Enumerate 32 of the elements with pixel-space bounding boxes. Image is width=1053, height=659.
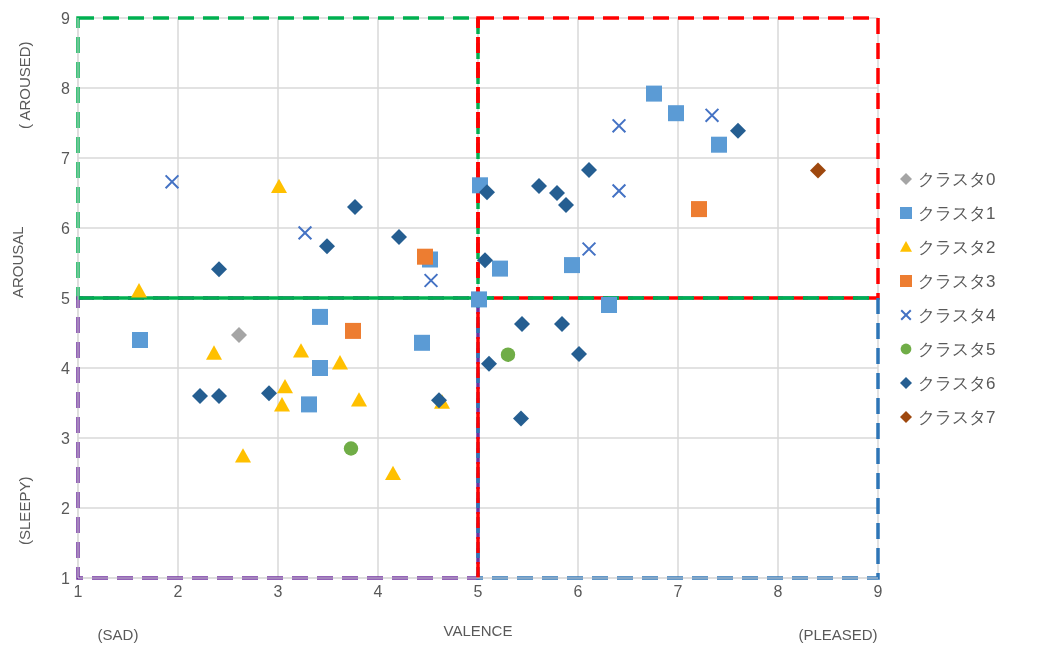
y-tick-label: 3 — [61, 429, 71, 447]
x-tick-label: 4 — [373, 583, 383, 601]
x-tick-label: 9 — [873, 583, 883, 601]
x-tick-label: 7 — [673, 583, 683, 601]
x-tick-label: 5 — [473, 583, 483, 601]
x-tick-label: 6 — [573, 583, 583, 601]
legend-label: クラスタ3 — [918, 270, 996, 293]
legend-label: クラスタ6 — [918, 372, 996, 395]
text: ( AROUSED) — [16, 41, 33, 129]
x-tick-label: 2 — [173, 583, 183, 601]
text: (SAD) — [97, 626, 139, 643]
legend-label: クラスタ0 — [918, 168, 996, 191]
y-tick-label: 7 — [61, 149, 71, 167]
y-tick-label: 6 — [61, 219, 71, 237]
y-tick-label: 1 — [61, 569, 71, 587]
x-tick-label: 1 — [73, 583, 83, 601]
legend-label: クラスタ2 — [918, 236, 996, 259]
x-axis-title: VALENCE — [443, 622, 513, 639]
x-tick-label: 8 — [773, 583, 783, 601]
x-tick-label: 3 — [273, 583, 283, 601]
legend-label: クラスタ5 — [918, 338, 996, 361]
y-tick-label: 5 — [61, 289, 71, 307]
legend-label: クラスタ1 — [918, 202, 996, 225]
y-tick-label: 8 — [61, 79, 71, 97]
legend-label: クラスタ4 — [918, 304, 996, 327]
y-tick-label: 4 — [61, 359, 71, 377]
text: (PLEASED) — [798, 626, 878, 643]
y-tick-label: 2 — [61, 499, 71, 517]
text: (SLEEPY) — [16, 476, 33, 545]
legend-label: クラスタ7 — [918, 406, 996, 429]
y-tick-label: 9 — [61, 9, 71, 27]
y-axis-title: AROUSAL — [9, 226, 27, 298]
